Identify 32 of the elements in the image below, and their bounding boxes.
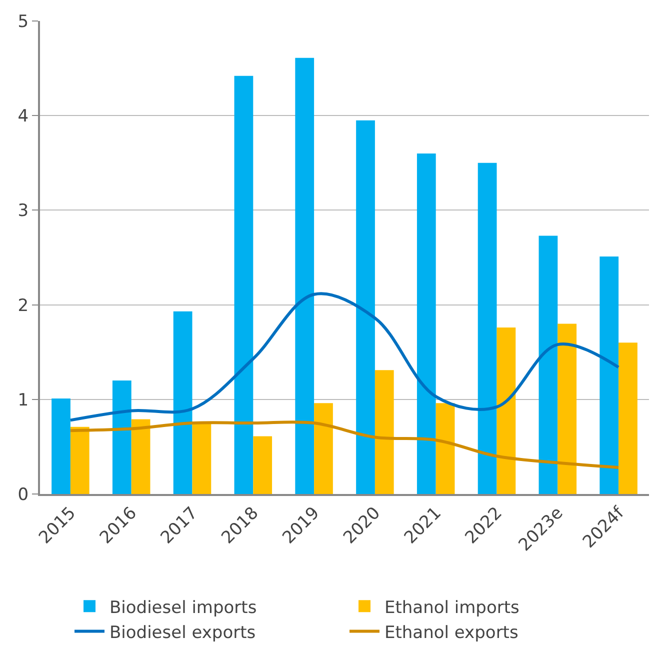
bar	[173, 311, 192, 494]
bar	[112, 380, 132, 494]
line-series	[68, 420, 620, 470]
bar	[52, 398, 70, 494]
bar	[295, 58, 314, 494]
y-tick-label: 5	[18, 12, 29, 32]
legend-label: Biodiesel imports	[110, 598, 257, 618]
bar	[374, 370, 394, 494]
y-tick-label: 0	[18, 484, 29, 505]
bar	[496, 328, 516, 494]
bar	[253, 436, 272, 494]
bar	[600, 256, 619, 494]
bar	[131, 419, 150, 494]
y-tick-label: 3	[18, 201, 29, 222]
y-tick-label: 4	[18, 106, 29, 127]
bar	[558, 324, 577, 494]
bar	[70, 426, 90, 494]
line-series	[68, 292, 620, 422]
bar	[234, 76, 254, 494]
bar	[618, 342, 638, 494]
legend-label: Ethanol exports	[384, 622, 518, 643]
bar	[478, 162, 497, 494]
bar	[538, 236, 558, 494]
y-tick-label: 2	[18, 296, 29, 316]
bar	[356, 120, 375, 494]
legend-label: Biodiesel exports	[110, 622, 256, 643]
bar	[314, 403, 333, 494]
legend-label: Ethanol imports	[384, 598, 520, 618]
bar	[436, 403, 455, 494]
y-tick-label: 1	[18, 390, 29, 410]
bar	[192, 423, 212, 494]
bar	[416, 153, 436, 494]
